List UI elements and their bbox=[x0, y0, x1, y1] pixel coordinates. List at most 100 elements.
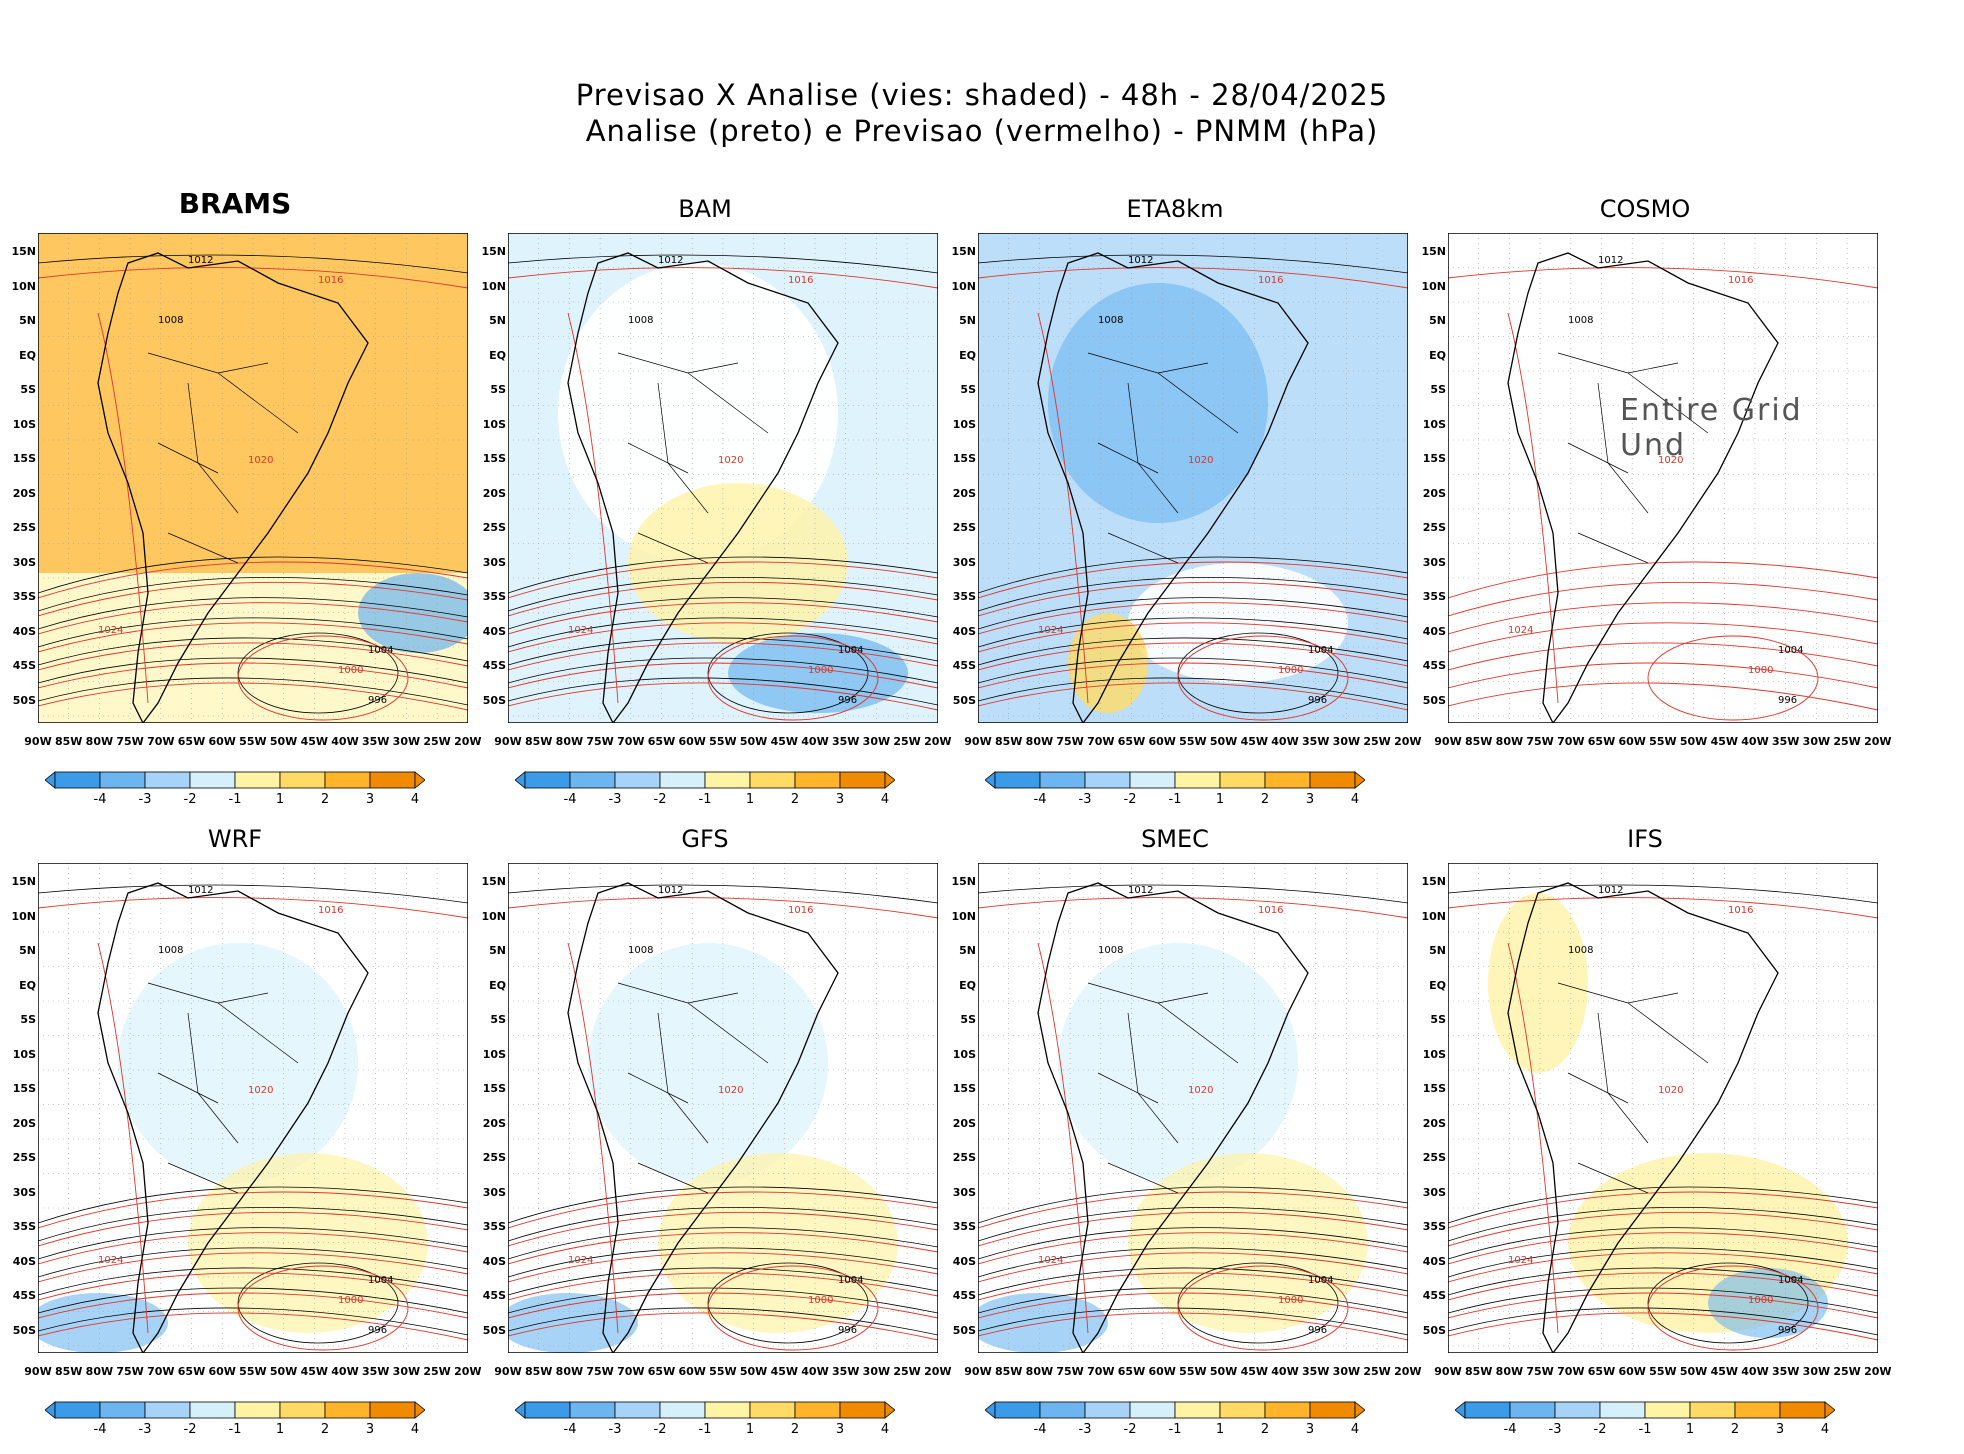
contour-label: 1020 bbox=[1658, 455, 1683, 466]
contour-label: 1024 bbox=[1508, 1255, 1533, 1266]
panel-title: BAM bbox=[678, 195, 732, 223]
lat-label: 25S bbox=[1422, 521, 1446, 534]
contour-label: 1000 bbox=[1278, 665, 1303, 676]
lon-label: 55W bbox=[239, 1365, 267, 1378]
colorbar-label: 1 bbox=[1215, 792, 1225, 807]
lat-label: 5N bbox=[489, 944, 506, 957]
contour-label: 1008 bbox=[158, 945, 183, 956]
coastline bbox=[97, 252, 369, 723]
lat-label: 35S bbox=[1422, 590, 1446, 603]
lon-label: 55W bbox=[1179, 1365, 1207, 1378]
colorbar-label: -3 bbox=[138, 792, 152, 807]
lat-label: 30S bbox=[1422, 555, 1446, 569]
lat-label: 50S bbox=[12, 693, 36, 707]
lon-label: 30W bbox=[392, 1365, 421, 1378]
lat-label: 40S bbox=[12, 624, 36, 638]
lat-label: 45S bbox=[952, 1289, 976, 1302]
contour-label: 1012 bbox=[1598, 255, 1623, 266]
colorbar-segment bbox=[749, 771, 796, 789]
contour-label: 1004 bbox=[368, 645, 393, 656]
contour-label: 1004 bbox=[838, 1275, 863, 1286]
lat-label: 15S bbox=[482, 1082, 506, 1095]
contour-label: 996 bbox=[838, 695, 857, 706]
lon-label: 65W bbox=[1117, 1365, 1146, 1378]
colorbar-label: -2 bbox=[183, 792, 197, 807]
lat-label: 10N bbox=[1421, 909, 1446, 923]
lat-label: 20S bbox=[12, 486, 36, 500]
contour-label: 1012 bbox=[1128, 255, 1153, 266]
panel-title: IFS bbox=[1627, 825, 1663, 853]
lat-label: 5N bbox=[19, 314, 36, 327]
colorbar-label: 3 bbox=[835, 1422, 845, 1437]
lat-label: 40S bbox=[482, 1254, 506, 1268]
lat-label: 5N bbox=[959, 314, 976, 327]
map-canvas: 1012 1016 1008 1020 1004 1000 996 1024 bbox=[978, 863, 1408, 1353]
lon-label: 20W bbox=[924, 1365, 952, 1378]
contour-label: 1016 bbox=[788, 905, 813, 916]
lat-label: 10S bbox=[12, 1047, 36, 1061]
colorbar-label: 1 bbox=[745, 1422, 755, 1437]
lat-label: 10S bbox=[1422, 1047, 1446, 1061]
panel-ifs: IFS 15N 10N 5N EQ 5S 10S 15S 20S 25S 30S 35S 40S 45S 5… bbox=[1410, 825, 1891, 1378]
colorbar: -4 -3 -2 -1 1 2 3 4 bbox=[985, 1400, 1365, 1454]
lat-label: 25S bbox=[952, 521, 976, 534]
contour-label: 1020 bbox=[1658, 1085, 1683, 1096]
lon-label: 30W bbox=[392, 735, 421, 748]
lon-label: 50W bbox=[739, 735, 768, 748]
lat-label: 30S bbox=[12, 1185, 36, 1199]
lon-label: 90W bbox=[964, 1365, 992, 1378]
lon-label: 40W bbox=[801, 1365, 829, 1378]
lon-label: 45W bbox=[770, 735, 799, 748]
lat-label: 35S bbox=[952, 590, 976, 603]
lat-label: 15N bbox=[951, 875, 976, 888]
contour-label: 1016 bbox=[1258, 275, 1283, 286]
lon-label: 55W bbox=[1649, 735, 1677, 748]
lon-label: 80W bbox=[555, 1365, 584, 1378]
lon-label: 70W bbox=[147, 735, 175, 748]
colorbar: -4 -3 -2 -1 1 2 3 4 bbox=[45, 770, 425, 824]
lon-label: 90W bbox=[494, 735, 522, 748]
contour-label: 1000 bbox=[338, 665, 363, 676]
panel-title: ETA8km bbox=[1126, 195, 1224, 223]
colorbar-segment bbox=[189, 771, 236, 789]
map-frame: 1012 1016 1008 1020 1004 1000 996 1024 bbox=[1448, 863, 1878, 1353]
colorbar-label: -2 bbox=[1593, 1422, 1607, 1437]
lon-label: 65W bbox=[647, 735, 676, 748]
lat-label: 15S bbox=[12, 1082, 36, 1095]
lat-label: 25S bbox=[482, 1151, 506, 1164]
lat-label: 30S bbox=[482, 555, 506, 569]
colorbar-label: -3 bbox=[138, 1422, 152, 1437]
lat-label: 20S bbox=[1422, 486, 1446, 500]
colorbar-segment bbox=[614, 771, 661, 789]
lon-label: 30W bbox=[1332, 735, 1361, 748]
lon-label: 70W bbox=[1087, 1365, 1115, 1378]
lat-label: 20S bbox=[12, 1116, 36, 1130]
lon-label: 35W bbox=[361, 735, 390, 748]
colorbar-label: 3 bbox=[365, 792, 375, 807]
colorbar-segment bbox=[1734, 1401, 1781, 1419]
lon-label: 55W bbox=[239, 735, 267, 748]
lon-label: 25W bbox=[1363, 1365, 1391, 1378]
lat-label: 15S bbox=[12, 452, 36, 465]
lat-label: 30S bbox=[1422, 1185, 1446, 1199]
lon-label: 30W bbox=[1802, 1365, 1831, 1378]
lon-label: 35W bbox=[1301, 1365, 1330, 1378]
contour-label: 996 bbox=[1778, 695, 1797, 706]
lat-label: 20S bbox=[952, 1116, 976, 1130]
colorbar-label: 4 bbox=[1350, 792, 1360, 807]
colorbar-label: 3 bbox=[365, 1422, 375, 1437]
colorbar-segment bbox=[749, 1401, 796, 1419]
map-canvas: 1012 1016 1008 1020 1004 1000 996 1024 bbox=[508, 233, 938, 723]
contour-label: 1016 bbox=[788, 275, 813, 286]
lon-label: 70W bbox=[1557, 1365, 1585, 1378]
colorbar-label: 2 bbox=[790, 1422, 800, 1437]
lat-label: 15N bbox=[481, 245, 506, 258]
colorbar-label: -3 bbox=[608, 1422, 622, 1437]
lat-label: 10N bbox=[481, 909, 506, 923]
lon-label: 30W bbox=[862, 1365, 891, 1378]
lon-label: 80W bbox=[555, 735, 584, 748]
lat-label: 50S bbox=[12, 1323, 36, 1337]
map-canvas: 1012 1016 1008 1020 1004 1000 996 1024 bbox=[978, 233, 1408, 723]
colorbar-label: 3 bbox=[835, 792, 845, 807]
lon-label: 60W bbox=[678, 1365, 706, 1378]
